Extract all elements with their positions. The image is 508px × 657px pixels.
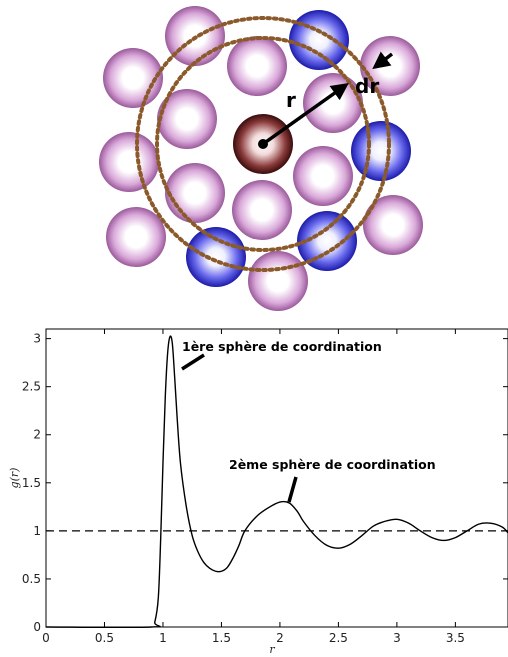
y-tick-label: 2.5 [22, 380, 41, 394]
x-tick-label: 2.5 [329, 631, 348, 645]
blue-particle [351, 121, 411, 181]
annotation-2-pointer [287, 476, 298, 503]
y-tick-label: 1 [33, 524, 41, 538]
r-label: r [286, 88, 296, 112]
annotation-1-label: 1ère sphère de coordination [182, 339, 382, 354]
g-of-r-curve [45, 335, 508, 629]
pink-particle [303, 73, 363, 133]
pink-particle [232, 180, 292, 240]
blue-particle [289, 10, 349, 70]
x-axis-label: r [269, 643, 275, 656]
y-tick-label: 3 [33, 332, 41, 346]
pink-particle [106, 207, 166, 267]
pink-particle [248, 251, 308, 311]
x-tick-label: 0 [42, 631, 50, 645]
rdf-chart: 0 0.5 1 1.5 2 2.5 3 0 0.5 1 1.5 2 2.5 3 3.5 g(r) r 1è… [8, 328, 508, 656]
y-tick-label: 2 [33, 428, 41, 442]
outer-shell-ring [135, 16, 391, 272]
dr-label: dr [355, 74, 379, 98]
x-tick-label: 3 [393, 631, 401, 645]
dr-arrow [372, 51, 394, 70]
pink-particle [165, 163, 225, 223]
x-tick-label: 1.5 [212, 631, 231, 645]
pink-particle [99, 132, 159, 192]
blue-particle [297, 211, 357, 271]
radial-distribution-diagram: r dr [99, 6, 423, 311]
pink-particle [157, 89, 217, 149]
y-tick-label: 0 [33, 620, 41, 634]
x-axis-ticks: 0 0.5 1 1.5 2 2.5 3 3.5 [42, 329, 465, 645]
annotation-2-label: 2ème sphère de coordination [229, 457, 436, 472]
annotation-1-pointer [181, 353, 205, 371]
pink-particle [227, 36, 287, 96]
y-axis-label: g(r) [8, 468, 21, 489]
x-tick-label: 0.5 [95, 631, 114, 645]
x-tick-label: 3.5 [446, 631, 465, 645]
blue-particle [186, 227, 246, 287]
inner-shell-ring [155, 36, 371, 252]
r-arrow [261, 82, 349, 146]
pink-particle [363, 195, 423, 255]
pink-particle [293, 146, 353, 206]
x-tick-label: 1 [159, 631, 167, 645]
y-tick-label: 1.5 [22, 476, 41, 490]
y-tick-label: 0.5 [22, 572, 41, 586]
x-tick-label: 2 [276, 631, 284, 645]
plot-frame [45, 328, 508, 628]
particles [99, 6, 423, 311]
y-axis-ticks: 0 0.5 1 1.5 2 2.5 3 [22, 332, 508, 634]
